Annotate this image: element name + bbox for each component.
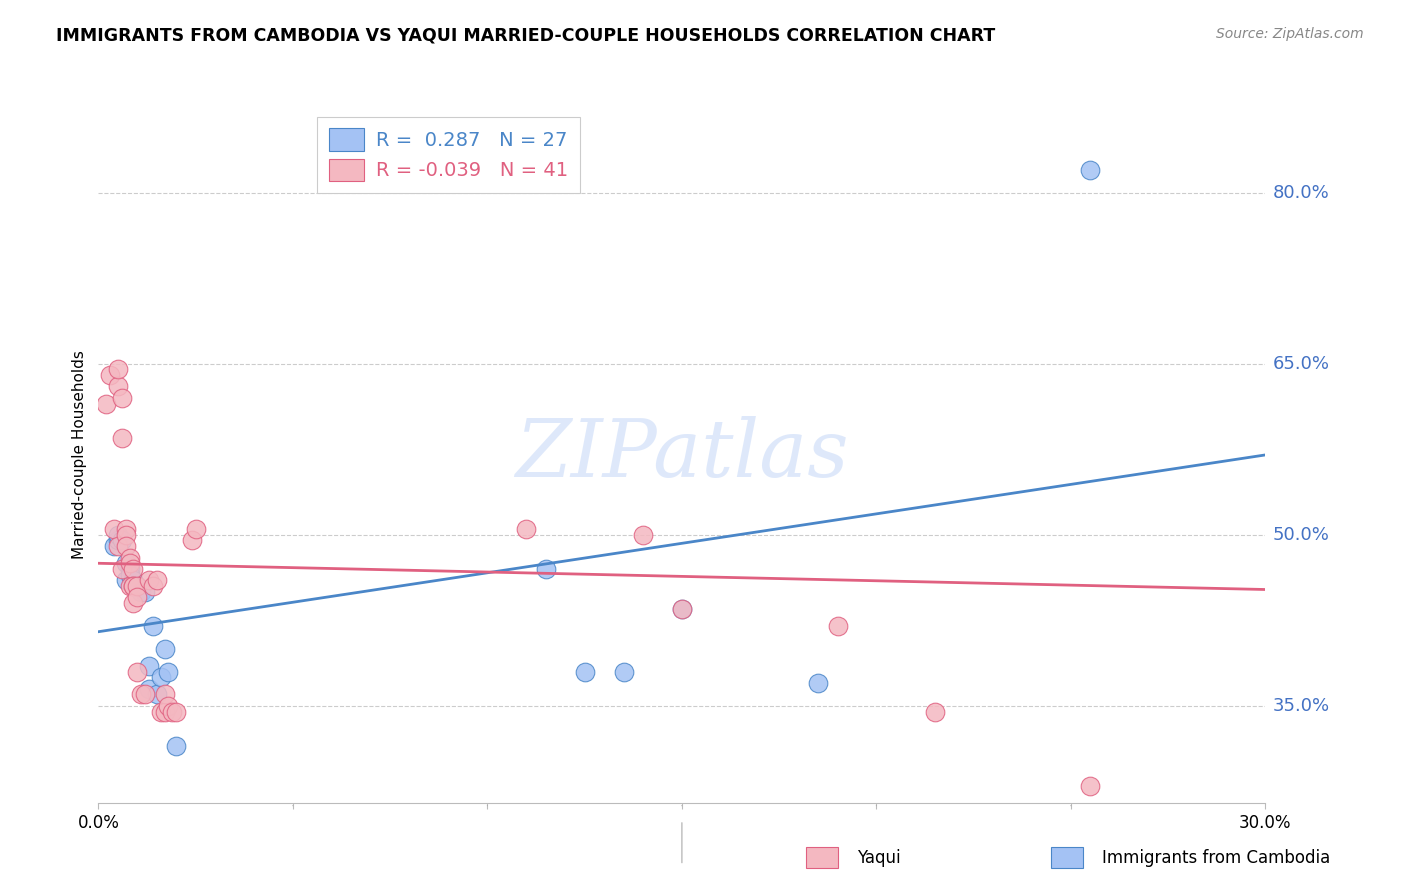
Point — [122, 579, 145, 593]
Point — [134, 584, 156, 599]
Point — [153, 641, 176, 656]
Point — [631, 528, 654, 542]
Point — [114, 528, 136, 542]
Text: ZIPatlas: ZIPatlas — [515, 417, 849, 493]
Point — [122, 574, 145, 588]
Point — [612, 665, 634, 679]
Point — [118, 579, 141, 593]
Point — [107, 539, 129, 553]
Point — [142, 579, 165, 593]
Point — [146, 688, 169, 702]
Point — [134, 688, 156, 702]
Point — [153, 688, 176, 702]
Point — [149, 705, 172, 719]
Point — [107, 379, 129, 393]
Point — [1080, 162, 1102, 177]
Point — [671, 602, 693, 616]
Text: Immigrants from Cambodia: Immigrants from Cambodia — [1102, 848, 1330, 866]
Point — [122, 562, 145, 576]
Point — [114, 522, 136, 536]
Point — [515, 522, 537, 536]
Point — [114, 574, 136, 588]
Bar — [1052, 847, 1083, 868]
Bar — [807, 847, 838, 868]
Point — [574, 665, 596, 679]
Y-axis label: Married-couple Households: Married-couple Households — [72, 351, 87, 559]
Point — [122, 596, 145, 610]
Point — [107, 533, 129, 548]
Point — [122, 579, 145, 593]
Point — [807, 676, 830, 690]
Point — [103, 539, 125, 553]
Point — [118, 556, 141, 570]
Text: IMMIGRANTS FROM CAMBODIA VS YAQUI MARRIED-COUPLE HOUSEHOLDS CORRELATION CHART: IMMIGRANTS FROM CAMBODIA VS YAQUI MARRIE… — [56, 27, 995, 45]
Point — [107, 528, 129, 542]
Point — [111, 391, 134, 405]
Point — [1080, 779, 1102, 793]
Point — [111, 533, 134, 548]
Point — [96, 396, 118, 410]
Point — [98, 368, 121, 382]
Point — [114, 556, 136, 570]
Text: 65.0%: 65.0% — [1272, 355, 1330, 373]
Point — [138, 659, 160, 673]
Point — [924, 705, 946, 719]
Text: 80.0%: 80.0% — [1272, 184, 1329, 202]
Text: Source: ZipAtlas.com: Source: ZipAtlas.com — [1216, 27, 1364, 41]
Point — [129, 584, 152, 599]
Point — [103, 522, 125, 536]
Point — [118, 567, 141, 582]
Point — [827, 619, 849, 633]
Point — [142, 619, 165, 633]
Point — [129, 688, 152, 702]
Point — [157, 665, 180, 679]
Point — [138, 574, 160, 588]
Point — [138, 681, 160, 696]
Point — [127, 579, 149, 593]
Text: 35.0%: 35.0% — [1272, 697, 1330, 714]
Point — [184, 522, 207, 536]
Point — [118, 550, 141, 565]
Text: 50.0%: 50.0% — [1272, 525, 1329, 544]
Point — [114, 539, 136, 553]
Point — [165, 739, 187, 753]
Point — [127, 591, 149, 605]
Point — [146, 574, 169, 588]
Point — [162, 705, 184, 719]
Point — [118, 562, 141, 576]
Point — [149, 670, 172, 684]
Point — [122, 579, 145, 593]
Legend: R =  0.287   N = 27, R = -0.039   N = 41: R = 0.287 N = 27, R = -0.039 N = 41 — [318, 117, 579, 193]
Point — [534, 562, 557, 576]
Point — [157, 698, 180, 713]
Point — [111, 431, 134, 445]
Point — [127, 579, 149, 593]
Point — [165, 705, 187, 719]
Point — [153, 705, 176, 719]
Point — [180, 533, 202, 548]
Point — [671, 602, 693, 616]
Point — [127, 665, 149, 679]
Point — [107, 362, 129, 376]
Point — [111, 562, 134, 576]
Text: Yaqui: Yaqui — [856, 848, 901, 866]
